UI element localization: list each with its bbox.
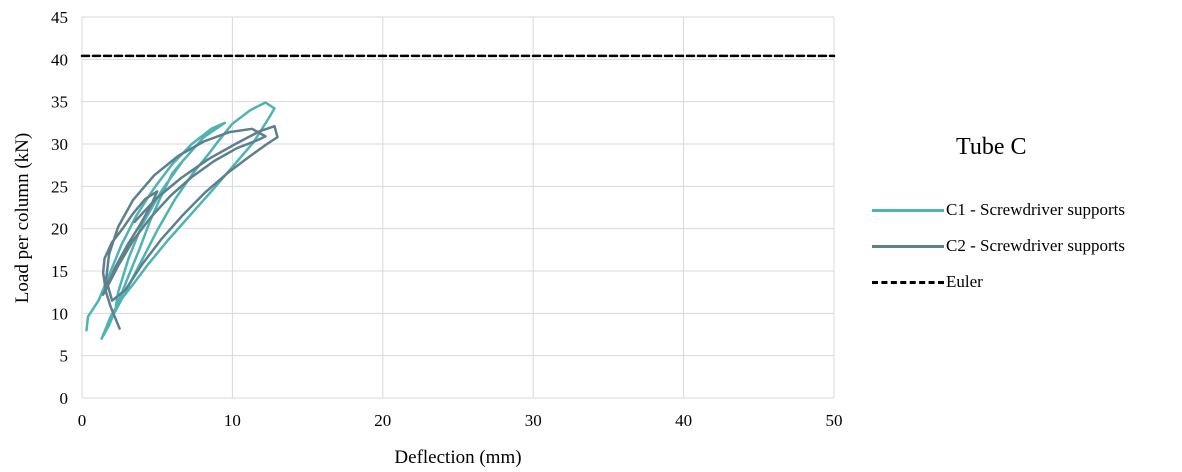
x-tick-label: 30 [525,411,542,430]
y-tick-label: 15 [51,262,68,281]
legend-item-euler: Euler [872,272,1125,292]
y-tick-label: 0 [60,389,69,408]
legend-item-c2: C2 - Screwdriver supports [872,236,1125,256]
y-tick-label: 35 [51,93,68,112]
chart-annotation: Tube C [956,134,1027,160]
y-tick-label: 25 [51,177,68,196]
y-tick-label: 40 [51,50,68,69]
y-axis-title: Load per column (kN) [12,133,33,303]
y-tick-label: 10 [51,304,68,323]
y-tick-label: 5 [60,347,69,366]
series-line-c1-screwdriver-supports [85,101,276,340]
legend-label-c1: C1 - Screwdriver supports [946,200,1125,219]
y-tick-label: 45 [51,8,68,27]
grid [81,16,835,399]
x-tick-label: 50 [826,411,843,430]
x-tick-label: 0 [78,411,87,430]
y-tick-label: 20 [51,220,68,239]
x-tick-label: 40 [675,411,692,430]
x-tick-label: 20 [374,411,391,430]
legend-label-c2: C2 - Screwdriver supports [946,236,1125,255]
legend-item-c1: C1 - Screwdriver supports [872,200,1125,220]
y-tick-label: 30 [51,135,68,154]
legend: C1 - Screwdriver supports C2 - Screwdriv… [872,200,1125,308]
legend-swatch-euler [872,280,944,284]
tick-labels: 0 5 10 15 20 25 30 35 40 45 0 10 20 30 40 50 [51,8,843,430]
series-layer [80,54,836,340]
x-axis-title: Deflection (mm) [394,447,521,468]
legend-swatch-c1 [872,208,944,212]
legend-label-euler: Euler [946,272,983,291]
x-tick-label: 10 [224,411,241,430]
series-line-c2-screwdriver-supports [101,124,279,330]
legend-swatch-c2 [872,244,944,248]
